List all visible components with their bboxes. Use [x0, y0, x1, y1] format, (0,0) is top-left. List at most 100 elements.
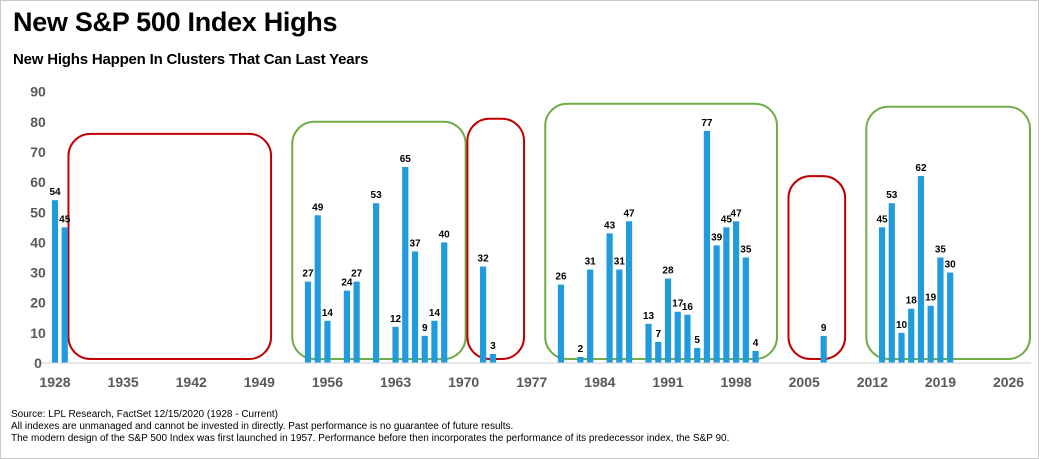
bar [343, 290, 350, 363]
y-tick-label: 90 [30, 84, 46, 100]
data-label: 32 [478, 254, 490, 265]
y-tick-label: 30 [30, 265, 46, 281]
bar [742, 257, 749, 363]
x-tick-label: 1949 [244, 374, 275, 390]
data-label: 35 [740, 244, 752, 255]
bar [353, 281, 360, 363]
y-tick-label: 0 [34, 355, 42, 371]
bar [733, 221, 740, 363]
source-note: Source: LPL Research, FactSet 12/15/2020… [11, 409, 278, 420]
bar [820, 335, 827, 363]
x-tick-label: 2005 [789, 374, 820, 390]
bar [431, 320, 438, 363]
x-tick-label: 1956 [312, 374, 343, 390]
chart-title: New S&P 500 Index Highs [13, 7, 338, 37]
data-label: 3 [490, 341, 496, 352]
x-tick-label: 2012 [857, 374, 888, 390]
data-label: 62 [915, 163, 927, 174]
x-tick-label: 2019 [925, 374, 956, 390]
data-label: 27 [351, 269, 363, 280]
y-tick-label: 60 [30, 174, 46, 190]
x-tick-label: 1977 [516, 374, 547, 390]
bar [557, 284, 565, 363]
x-axis-ticks: 1928 1935 1942 1949 1956 1963 1970 1977 1984 1991… [39, 374, 1024, 390]
x-tick-label: 1998 [721, 374, 752, 390]
data-label: 14 [429, 308, 441, 319]
no-new-highs-cluster [466, 117, 526, 360]
data-label: 39 [711, 232, 723, 243]
bar [655, 341, 662, 363]
data-label: 18 [906, 296, 918, 307]
bar [61, 227, 68, 363]
y-tick-label: 20 [30, 295, 46, 311]
bar [917, 176, 925, 363]
data-label: 7 [655, 329, 661, 340]
bar [324, 320, 331, 363]
data-label: 31 [585, 257, 597, 268]
new-highs-cluster [544, 102, 779, 360]
bar [372, 203, 380, 363]
data-label: 31 [614, 257, 626, 268]
bar [937, 257, 944, 363]
cluster-outlines [67, 102, 1031, 360]
bar [694, 347, 701, 363]
x-tick-label: 1942 [176, 374, 207, 390]
data-label: 35 [935, 244, 947, 255]
data-label: 43 [604, 220, 616, 231]
bar [489, 353, 496, 363]
bar-chart: 5445274914242753126537914403232623143314… [30, 84, 1031, 390]
data-label: 45 [59, 214, 71, 225]
data-label: 24 [341, 278, 353, 289]
data-label: 19 [925, 293, 937, 304]
y-tick-label: 70 [30, 144, 46, 160]
data-label: 16 [682, 302, 694, 313]
data-label: 12 [390, 314, 402, 325]
bar [645, 323, 652, 363]
bar [606, 233, 613, 363]
data-label: 28 [662, 266, 674, 277]
data-label: 65 [400, 154, 412, 165]
bar [587, 269, 594, 363]
bar [402, 167, 409, 363]
no-new-highs-cluster [787, 175, 847, 360]
bar [51, 200, 59, 363]
x-tick-label: 2026 [993, 374, 1024, 390]
data-label: 10 [896, 320, 908, 331]
data-label: 30 [945, 260, 957, 271]
x-tick-label: 1963 [380, 374, 411, 390]
y-axis-ticks: 0 10 20 30 40 50 60 70 80 90 [30, 84, 46, 371]
disclaimer-note: All indexes are unmanaged and cannot be … [11, 421, 514, 432]
data-label: 2 [578, 344, 584, 355]
data-label: 5 [694, 335, 700, 346]
y-tick-label: 50 [30, 204, 46, 220]
bar [888, 203, 895, 363]
footnotes: Source: LPL Research, FactSet 12/15/2020… [11, 409, 729, 445]
bar [723, 227, 730, 363]
data-label: 13 [643, 311, 655, 322]
data-label: 45 [876, 214, 888, 225]
bar [314, 215, 321, 363]
x-tick-label: 1991 [652, 374, 683, 390]
data-label: 26 [555, 272, 567, 283]
y-tick-label: 80 [30, 114, 46, 130]
data-label: 40 [439, 229, 451, 240]
bar [625, 221, 633, 363]
data-label: 27 [302, 269, 314, 280]
data-label: 47 [624, 208, 636, 219]
bar [878, 227, 886, 363]
x-tick-label: 1984 [584, 374, 615, 390]
data-label: 47 [731, 208, 743, 219]
bar [480, 266, 487, 363]
data-label: 9 [821, 323, 827, 334]
bar [411, 251, 419, 363]
bar [441, 242, 448, 363]
x-tick-label: 1935 [108, 374, 139, 390]
index-history-note: The modern design of the S&P 500 Index w… [11, 433, 730, 444]
data-labels: 5445274914242753126537914403232623143314… [49, 118, 956, 355]
bar [898, 332, 905, 363]
bar [908, 308, 915, 363]
data-label: 17 [672, 299, 684, 310]
y-tick-label: 40 [30, 234, 46, 250]
bar [684, 314, 691, 363]
